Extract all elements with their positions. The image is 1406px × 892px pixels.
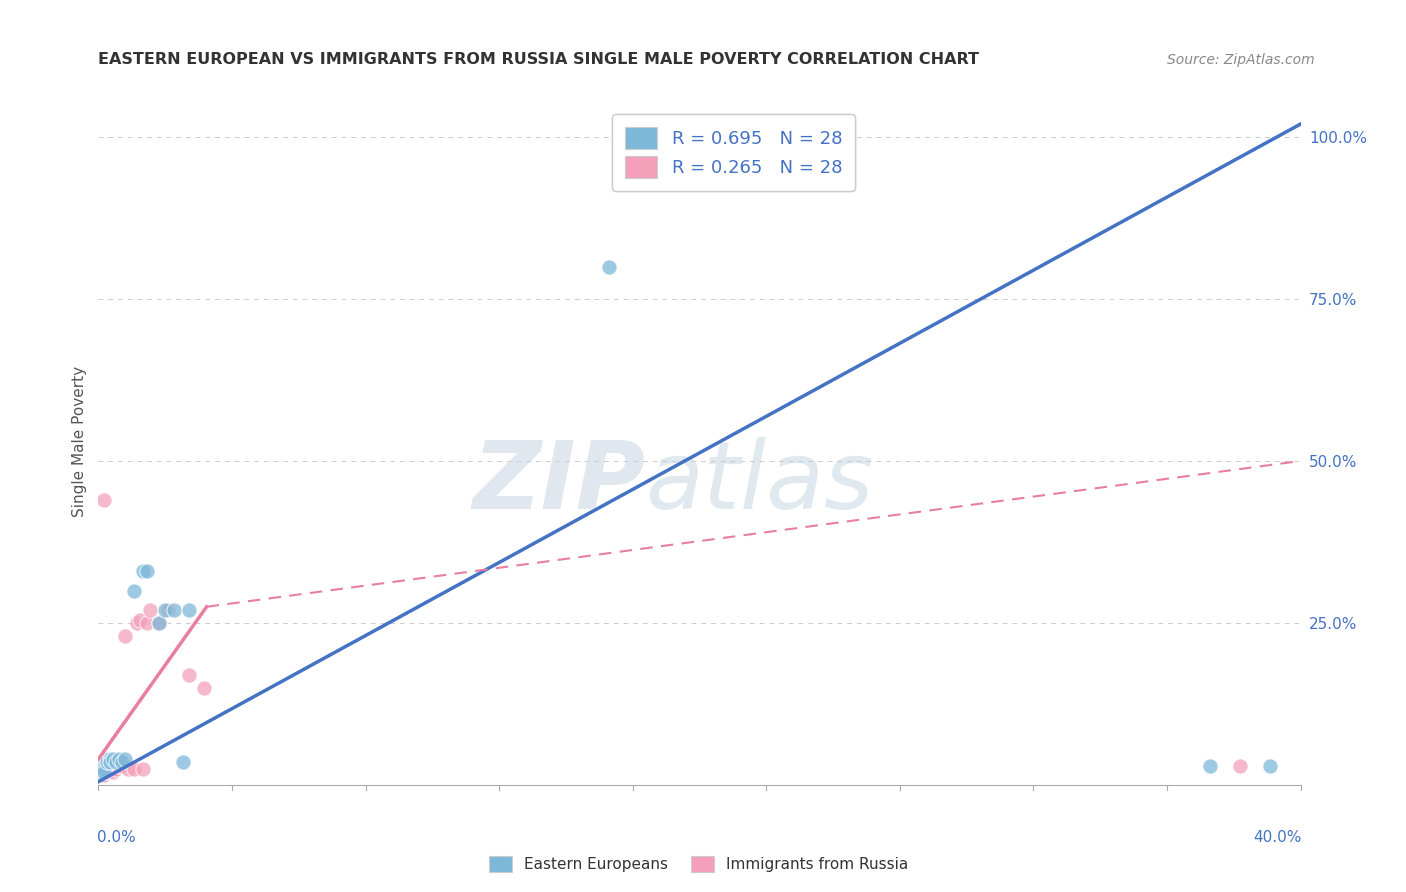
Point bbox=[1260, 758, 1282, 772]
Point bbox=[90, 758, 112, 772]
Point bbox=[90, 762, 112, 776]
Point bbox=[111, 758, 134, 772]
Text: ZIP: ZIP bbox=[472, 437, 645, 529]
Point bbox=[103, 764, 125, 779]
Point bbox=[1229, 758, 1251, 772]
Point bbox=[93, 762, 115, 776]
Point bbox=[100, 756, 122, 770]
Point bbox=[96, 762, 118, 776]
Text: atlas: atlas bbox=[645, 437, 873, 528]
Point bbox=[135, 615, 157, 630]
Point bbox=[132, 762, 155, 776]
Point bbox=[108, 752, 131, 766]
Point bbox=[148, 615, 170, 630]
Text: Source: ZipAtlas.com: Source: ZipAtlas.com bbox=[1167, 53, 1315, 67]
Point bbox=[100, 752, 122, 766]
Point bbox=[153, 603, 176, 617]
Point bbox=[90, 764, 112, 779]
Point bbox=[127, 615, 149, 630]
Point bbox=[148, 615, 170, 630]
Legend: R = 0.695   N = 28, R = 0.265   N = 28: R = 0.695 N = 28, R = 0.265 N = 28 bbox=[613, 114, 855, 191]
Point bbox=[135, 564, 157, 578]
Point bbox=[114, 752, 136, 766]
Point bbox=[93, 492, 115, 507]
Point bbox=[93, 764, 115, 779]
Point bbox=[96, 756, 118, 770]
Point bbox=[177, 603, 200, 617]
Point bbox=[111, 756, 134, 770]
Text: 40.0%: 40.0% bbox=[1253, 830, 1302, 845]
Point bbox=[103, 762, 125, 776]
Point bbox=[93, 762, 115, 776]
Point bbox=[124, 762, 146, 776]
Text: 0.0%: 0.0% bbox=[97, 830, 136, 845]
Point bbox=[100, 762, 122, 776]
Point bbox=[93, 758, 115, 772]
Point bbox=[90, 762, 112, 776]
Point bbox=[96, 752, 118, 766]
Point bbox=[598, 260, 620, 274]
Text: EASTERN EUROPEAN VS IMMIGRANTS FROM RUSSIA SINGLE MALE POVERTY CORRELATION CHART: EASTERN EUROPEAN VS IMMIGRANTS FROM RUSS… bbox=[98, 52, 980, 67]
Y-axis label: Single Male Poverty: Single Male Poverty bbox=[72, 366, 87, 517]
Point bbox=[105, 762, 128, 776]
Point bbox=[177, 668, 200, 682]
Point bbox=[90, 768, 112, 782]
Point bbox=[193, 681, 215, 695]
Point bbox=[105, 756, 128, 770]
Point bbox=[108, 758, 131, 772]
Point bbox=[103, 752, 125, 766]
Point bbox=[93, 768, 115, 782]
Point bbox=[132, 564, 155, 578]
Legend: Eastern Europeans, Immigrants from Russia: Eastern Europeans, Immigrants from Russi… bbox=[481, 848, 917, 880]
Point bbox=[90, 764, 112, 779]
Point bbox=[114, 629, 136, 643]
Point bbox=[117, 762, 139, 776]
Point bbox=[162, 603, 184, 617]
Point bbox=[1199, 758, 1222, 772]
Point bbox=[96, 764, 118, 779]
Point bbox=[138, 603, 160, 617]
Point bbox=[93, 764, 115, 779]
Point bbox=[172, 756, 194, 770]
Point bbox=[129, 613, 152, 627]
Point bbox=[613, 130, 636, 145]
Point bbox=[156, 603, 179, 617]
Point bbox=[124, 583, 146, 598]
Point bbox=[628, 130, 651, 145]
